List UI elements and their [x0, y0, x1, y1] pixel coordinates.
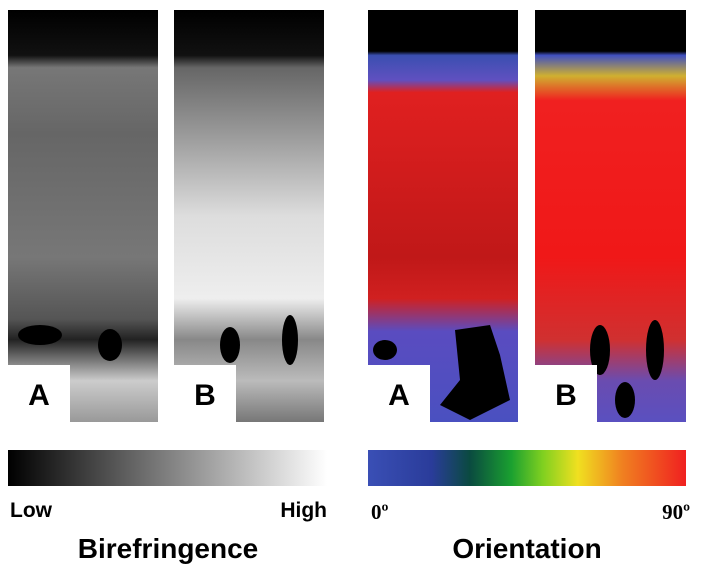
- figure: A B A B Low High Birefringence 0º 90º Or…: [0, 0, 704, 564]
- colorbar: [8, 450, 327, 486]
- scale-title: Birefringence: [78, 533, 259, 564]
- image-panel: [174, 10, 324, 422]
- scale-max: High: [280, 499, 327, 522]
- colorbar: [368, 450, 686, 486]
- scale-min: 0º: [371, 500, 389, 524]
- scale-title: Orientation: [452, 533, 601, 564]
- panel-label: B: [555, 379, 577, 412]
- panel-label: A: [28, 379, 50, 412]
- image-panel: [8, 10, 158, 422]
- scale-max: 90º: [662, 500, 690, 524]
- panel-label: A: [388, 379, 410, 412]
- panel-label: B: [194, 379, 216, 412]
- scale-min: Low: [10, 499, 53, 522]
